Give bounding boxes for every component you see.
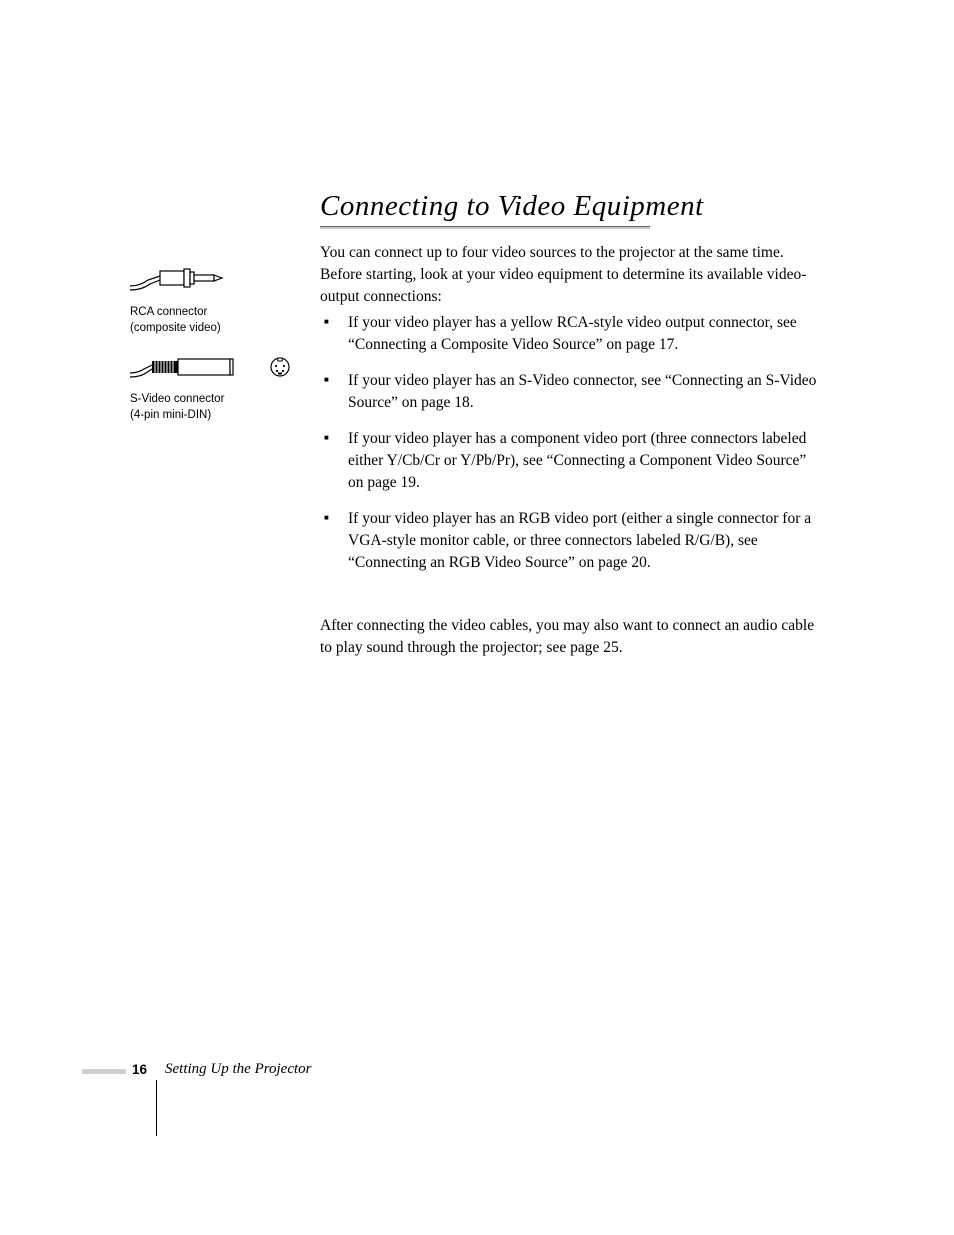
closing-paragraph: After connecting the video cables, you m… [320,615,820,659]
figure-caption: S-Video connector (4-pin mini-DIN) [130,392,300,423]
caption-line: RCA connector [130,306,207,318]
caption-line: S-Video connector [130,393,224,405]
bullet-list: If your video player has a yellow RCA-st… [320,312,820,588]
page-number: 16 [132,1062,147,1077]
footer-vertical-rule [156,1080,157,1136]
section-heading: Connecting to Video Equipment [320,190,704,227]
list-item: If your video player has an S-Video conn… [320,370,820,414]
intro-paragraph: You can connect up to four video sources… [320,242,820,308]
footer-section-title: Setting Up the Projector [165,1061,312,1078]
figure-caption: RCA connector (composite video) [130,305,280,336]
page: Connecting to Video Equipment You can co… [0,0,954,1235]
heading-underline [320,226,650,229]
list-item: If your video player has an RGB video po… [320,508,820,574]
rca-connector-icon [130,262,240,294]
list-item: If your video player has a component vid… [320,428,820,494]
list-item: If your video player has a yellow RCA-st… [320,312,820,356]
caption-line: (composite video) [130,322,221,334]
footer-accent-bar [82,1069,126,1074]
caption-line: (4-pin mini-DIN) [130,409,211,421]
figure-rca-connector: RCA connector (composite video) [130,262,280,336]
figure-svideo-connector: S-Video connector (4-pin mini-DIN) [130,353,300,423]
svideo-connector-icon [130,353,300,381]
